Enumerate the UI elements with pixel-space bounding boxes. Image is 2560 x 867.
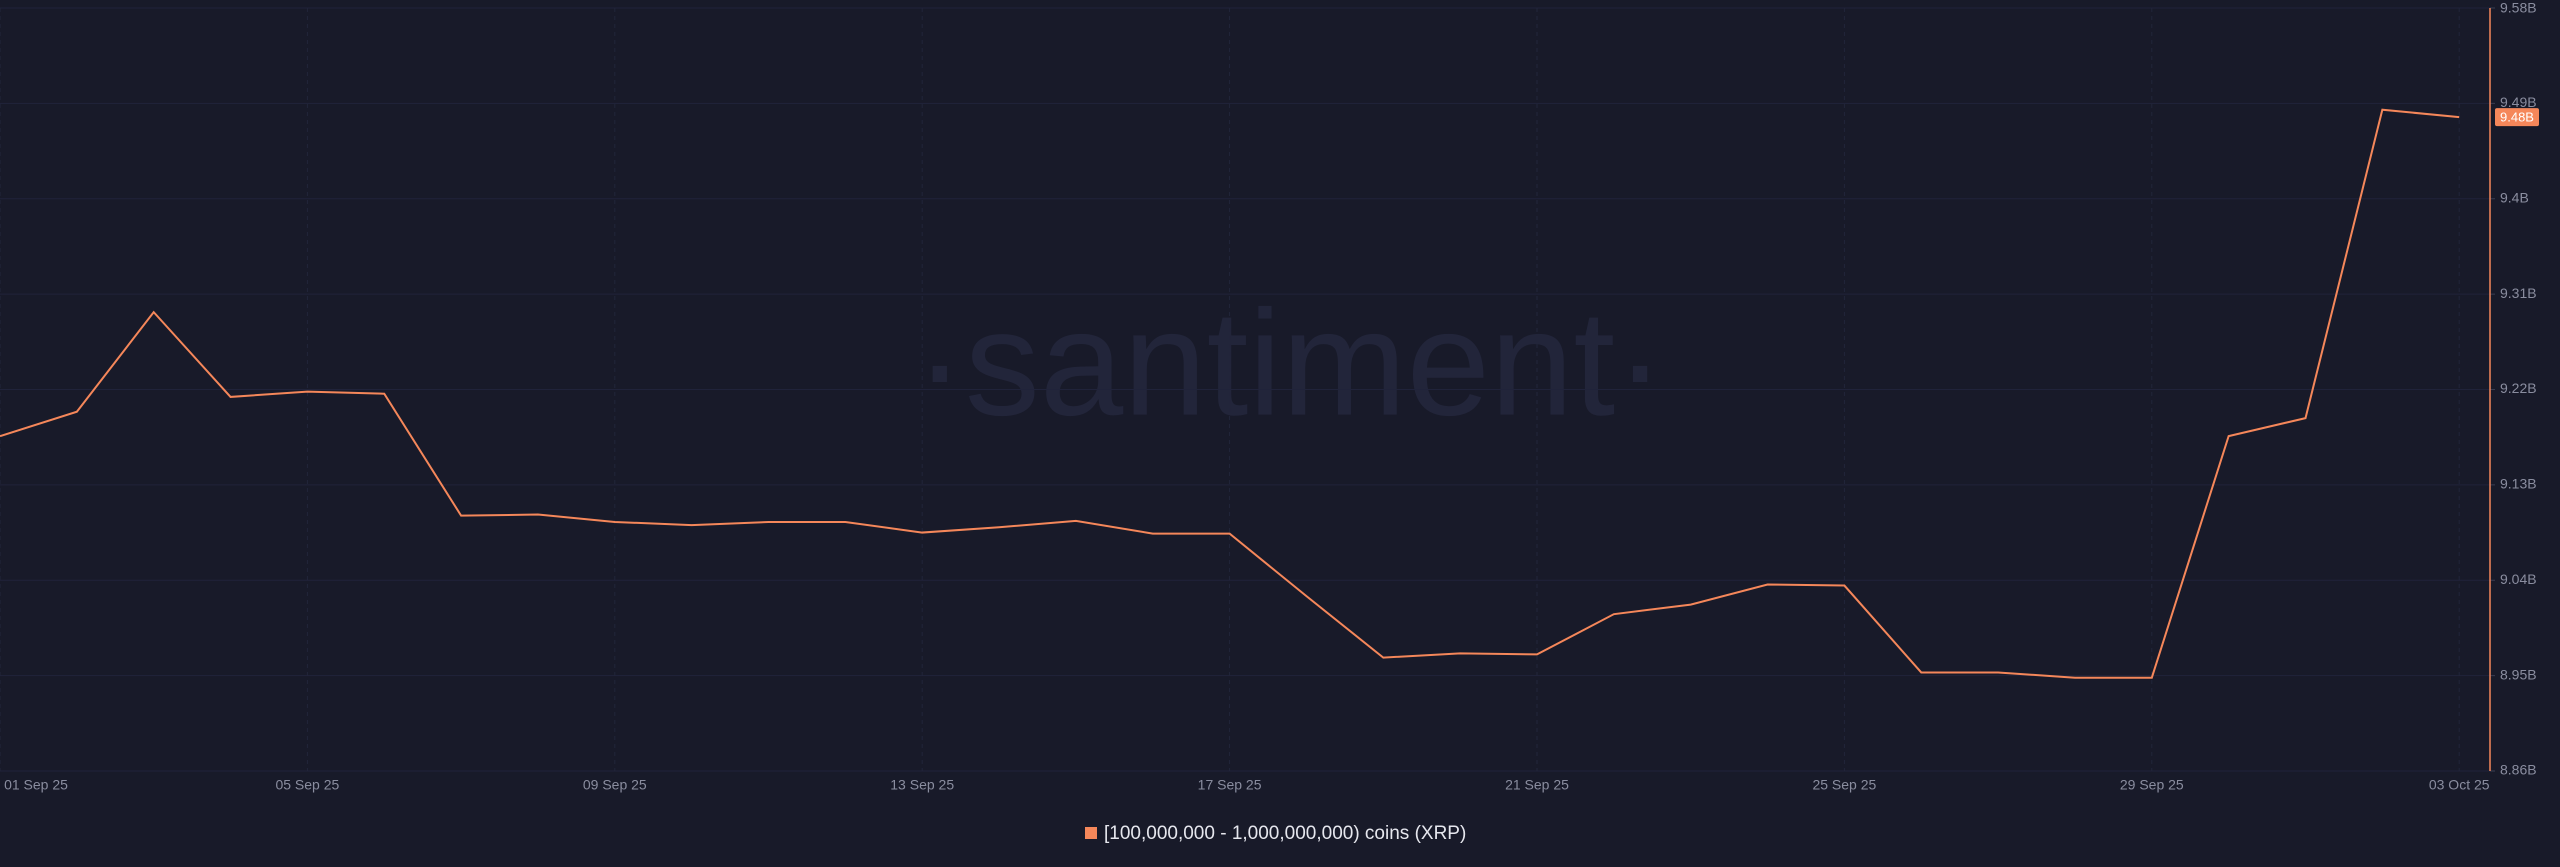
value-badge (2495, 108, 2539, 127)
x-tick-label: 09 Sep 25 (583, 777, 647, 793)
legend-swatch (1085, 827, 1097, 839)
y-tick-label: 9.58B (2500, 0, 2537, 16)
y-tick-label: 8.86B (2500, 762, 2537, 778)
value-label: 9.48B (2500, 110, 2534, 125)
data-line (0, 108, 2460, 679)
x-tick-label: 03 Oct 25 (2429, 777, 2490, 793)
x-tick-label: 13 Sep 25 (890, 777, 954, 793)
y-tick-label: 9.49B (2500, 94, 2537, 110)
y-tick-label: 8.95B (2500, 666, 2537, 682)
legend-label: [100,000,000 - 1,000,000,000) coins (XRP… (1104, 823, 1466, 844)
x-tick-label: 25 Sep 25 (1812, 777, 1876, 793)
x-tick-label: 01 Sep 25 (4, 777, 68, 793)
watermark: ·santiment· (915, 279, 1665, 447)
legend-item: [100,000,000 - 1,000,000,000) coins (XRP… (1085, 823, 1466, 844)
y-tick-label: 9.13B (2500, 476, 2537, 492)
y-tick-label: 9.31B (2500, 285, 2537, 301)
y-tick-label: 9.04B (2500, 571, 2537, 587)
y-tick-label: 9.4B (2500, 189, 2529, 205)
x-tick-label: 29 Sep 25 (2120, 777, 2184, 793)
x-tick-label: 17 Sep 25 (1198, 777, 1262, 793)
x-tick-label: 21 Sep 25 (1505, 777, 1569, 793)
y-tick-label: 9.22B (2500, 380, 2537, 396)
x-tick-label: 05 Sep 25 (275, 777, 339, 793)
